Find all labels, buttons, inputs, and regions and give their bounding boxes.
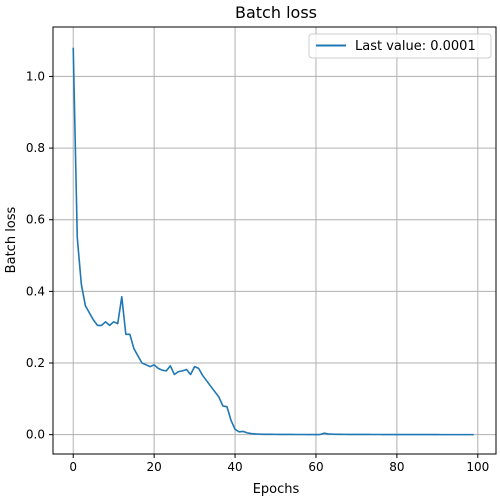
x-tick-label: 80 [389,460,404,474]
y-tick-label: 0.4 [26,284,45,298]
legend: Last value: 0.0001 [308,33,492,59]
y-tick-label: 0.8 [26,141,45,155]
series-line [72,47,474,436]
y-tick-label: 1.0 [26,69,45,83]
x-tick-label: 100 [466,460,489,474]
plot-area [53,27,496,454]
x-axis-label: Epochs [253,482,300,497]
legend-frame [308,33,492,59]
plot-frame [52,26,497,455]
y-tick-label: 0.0 [26,428,45,442]
x-tick-label: 60 [308,460,323,474]
series-layer [72,47,474,436]
chart-title: Batch loss [235,3,317,22]
x-tick-label: 20 [147,460,162,474]
y-tick-label: 0.6 [26,213,45,227]
x-tick-label: 0 [69,460,77,474]
legend-label: Last value: 0.0001 [355,39,476,54]
y-axis-label: Batch loss [4,206,19,273]
grid [53,27,496,454]
x-tick-label: 40 [227,460,242,474]
y-tick-label: 0.2 [26,356,45,370]
y-axis-ticks: 0.0 0.2 0.4 0.6 0.8 1.0 [26,69,53,442]
x-axis-ticks: 0 20 40 60 80 100 [69,454,489,474]
